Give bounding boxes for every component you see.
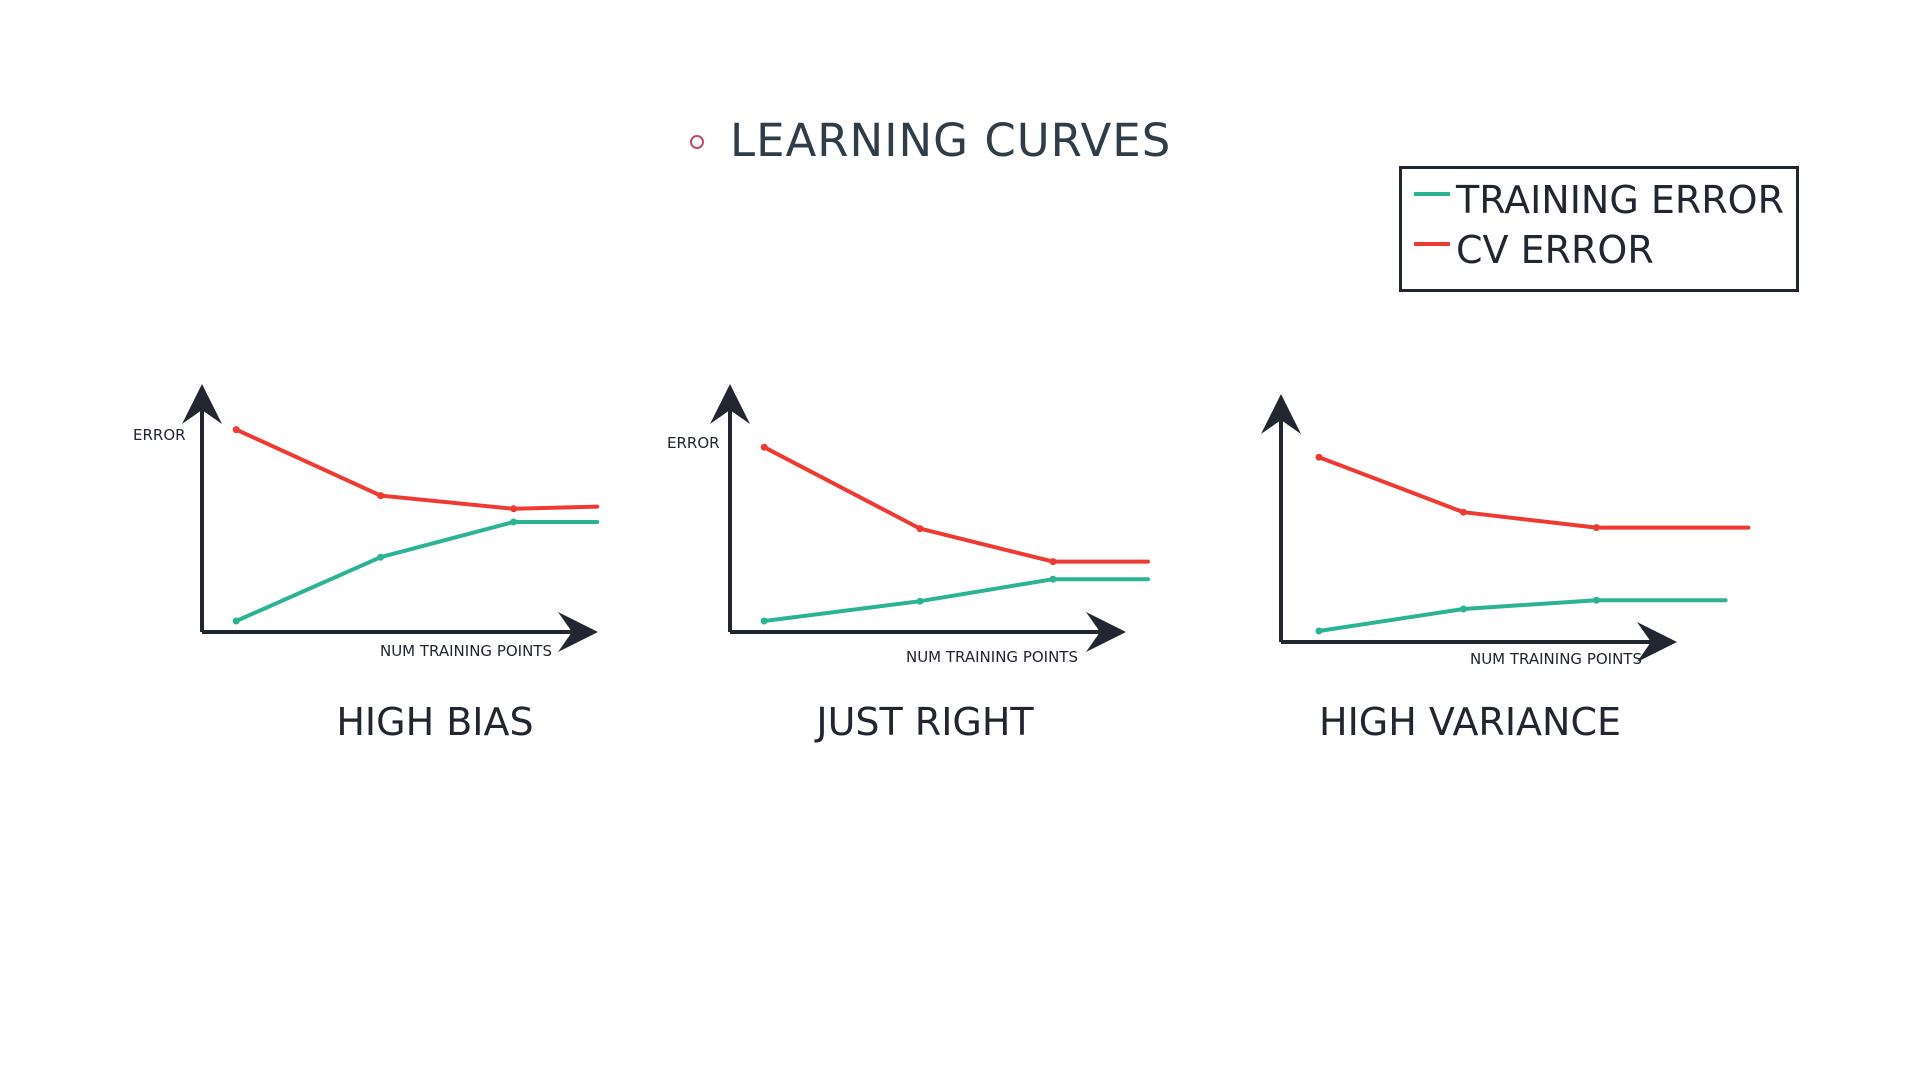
data-point-training	[377, 553, 385, 561]
x-axis-arrow-icon	[1086, 612, 1126, 652]
series-line-cv	[762, 445, 1150, 564]
data-point-training	[1459, 605, 1467, 613]
x-axis-label: NUM TRAINING POINTS	[906, 648, 1078, 666]
data-point-training	[916, 597, 924, 605]
y-axis-arrow-icon	[1261, 394, 1301, 434]
x-axis-arrow-icon	[1637, 622, 1677, 662]
x-axis-arrow-icon	[558, 612, 598, 652]
data-point-cv	[760, 443, 768, 451]
chart-caption-just-right: JUST RIGHT	[816, 700, 1034, 744]
series-line-training	[234, 520, 600, 623]
data-point-training	[232, 617, 240, 625]
data-point-training	[1315, 627, 1323, 635]
data-point-cv	[1592, 524, 1600, 532]
data-point-cv	[377, 492, 385, 500]
chart-caption-high-variance: HIGH VARIANCE	[1318, 700, 1622, 744]
data-point-training	[1049, 575, 1057, 583]
legend-item-cv: CV ERROR	[1414, 225, 1796, 275]
y-axis-arrow-icon	[182, 384, 222, 424]
y-axis-label: ERROR	[667, 434, 720, 452]
chart-2: NUM TRAINING POINTS	[1261, 394, 1751, 668]
data-point-cv	[1459, 508, 1467, 516]
chart-0: ERROR NUM TRAINING POINTS	[133, 384, 600, 660]
series-line-cv	[1317, 455, 1751, 530]
legend-swatch-training	[1414, 192, 1450, 196]
data-point-cv	[510, 505, 518, 513]
x-axis-label: NUM TRAINING POINTS	[380, 642, 552, 660]
data-point-training	[760, 617, 768, 625]
legend: TRAINING ERROR CV ERROR	[1399, 166, 1799, 292]
data-point-training	[1592, 596, 1600, 604]
title-row: LEARNING CURVES	[690, 108, 1171, 172]
data-point-cv	[1315, 453, 1323, 461]
data-point-cv	[232, 426, 240, 434]
series-line-training	[1317, 598, 1728, 633]
legend-swatch-cv	[1414, 242, 1450, 246]
chart-1: ERROR NUM TRAINING POINTS	[667, 384, 1150, 666]
series-line-cv	[234, 427, 600, 511]
data-point-cv	[1049, 558, 1057, 566]
bullet-circle-icon	[690, 135, 704, 149]
y-axis-arrow-icon	[710, 384, 750, 424]
data-point-training	[510, 518, 518, 526]
x-axis-label: NUM TRAINING POINTS	[1470, 650, 1642, 668]
series-line-training	[762, 577, 1150, 623]
chart-caption-high-bias: HIGH BIAS	[336, 700, 534, 744]
legend-label-cv: CV ERROR	[1456, 228, 1654, 272]
legend-item-training: TRAINING ERROR	[1414, 175, 1796, 225]
data-point-cv	[916, 525, 924, 533]
legend-label-training: TRAINING ERROR	[1456, 178, 1784, 222]
slide-title: LEARNING CURVES	[730, 113, 1172, 167]
y-axis-label: ERROR	[133, 426, 186, 444]
